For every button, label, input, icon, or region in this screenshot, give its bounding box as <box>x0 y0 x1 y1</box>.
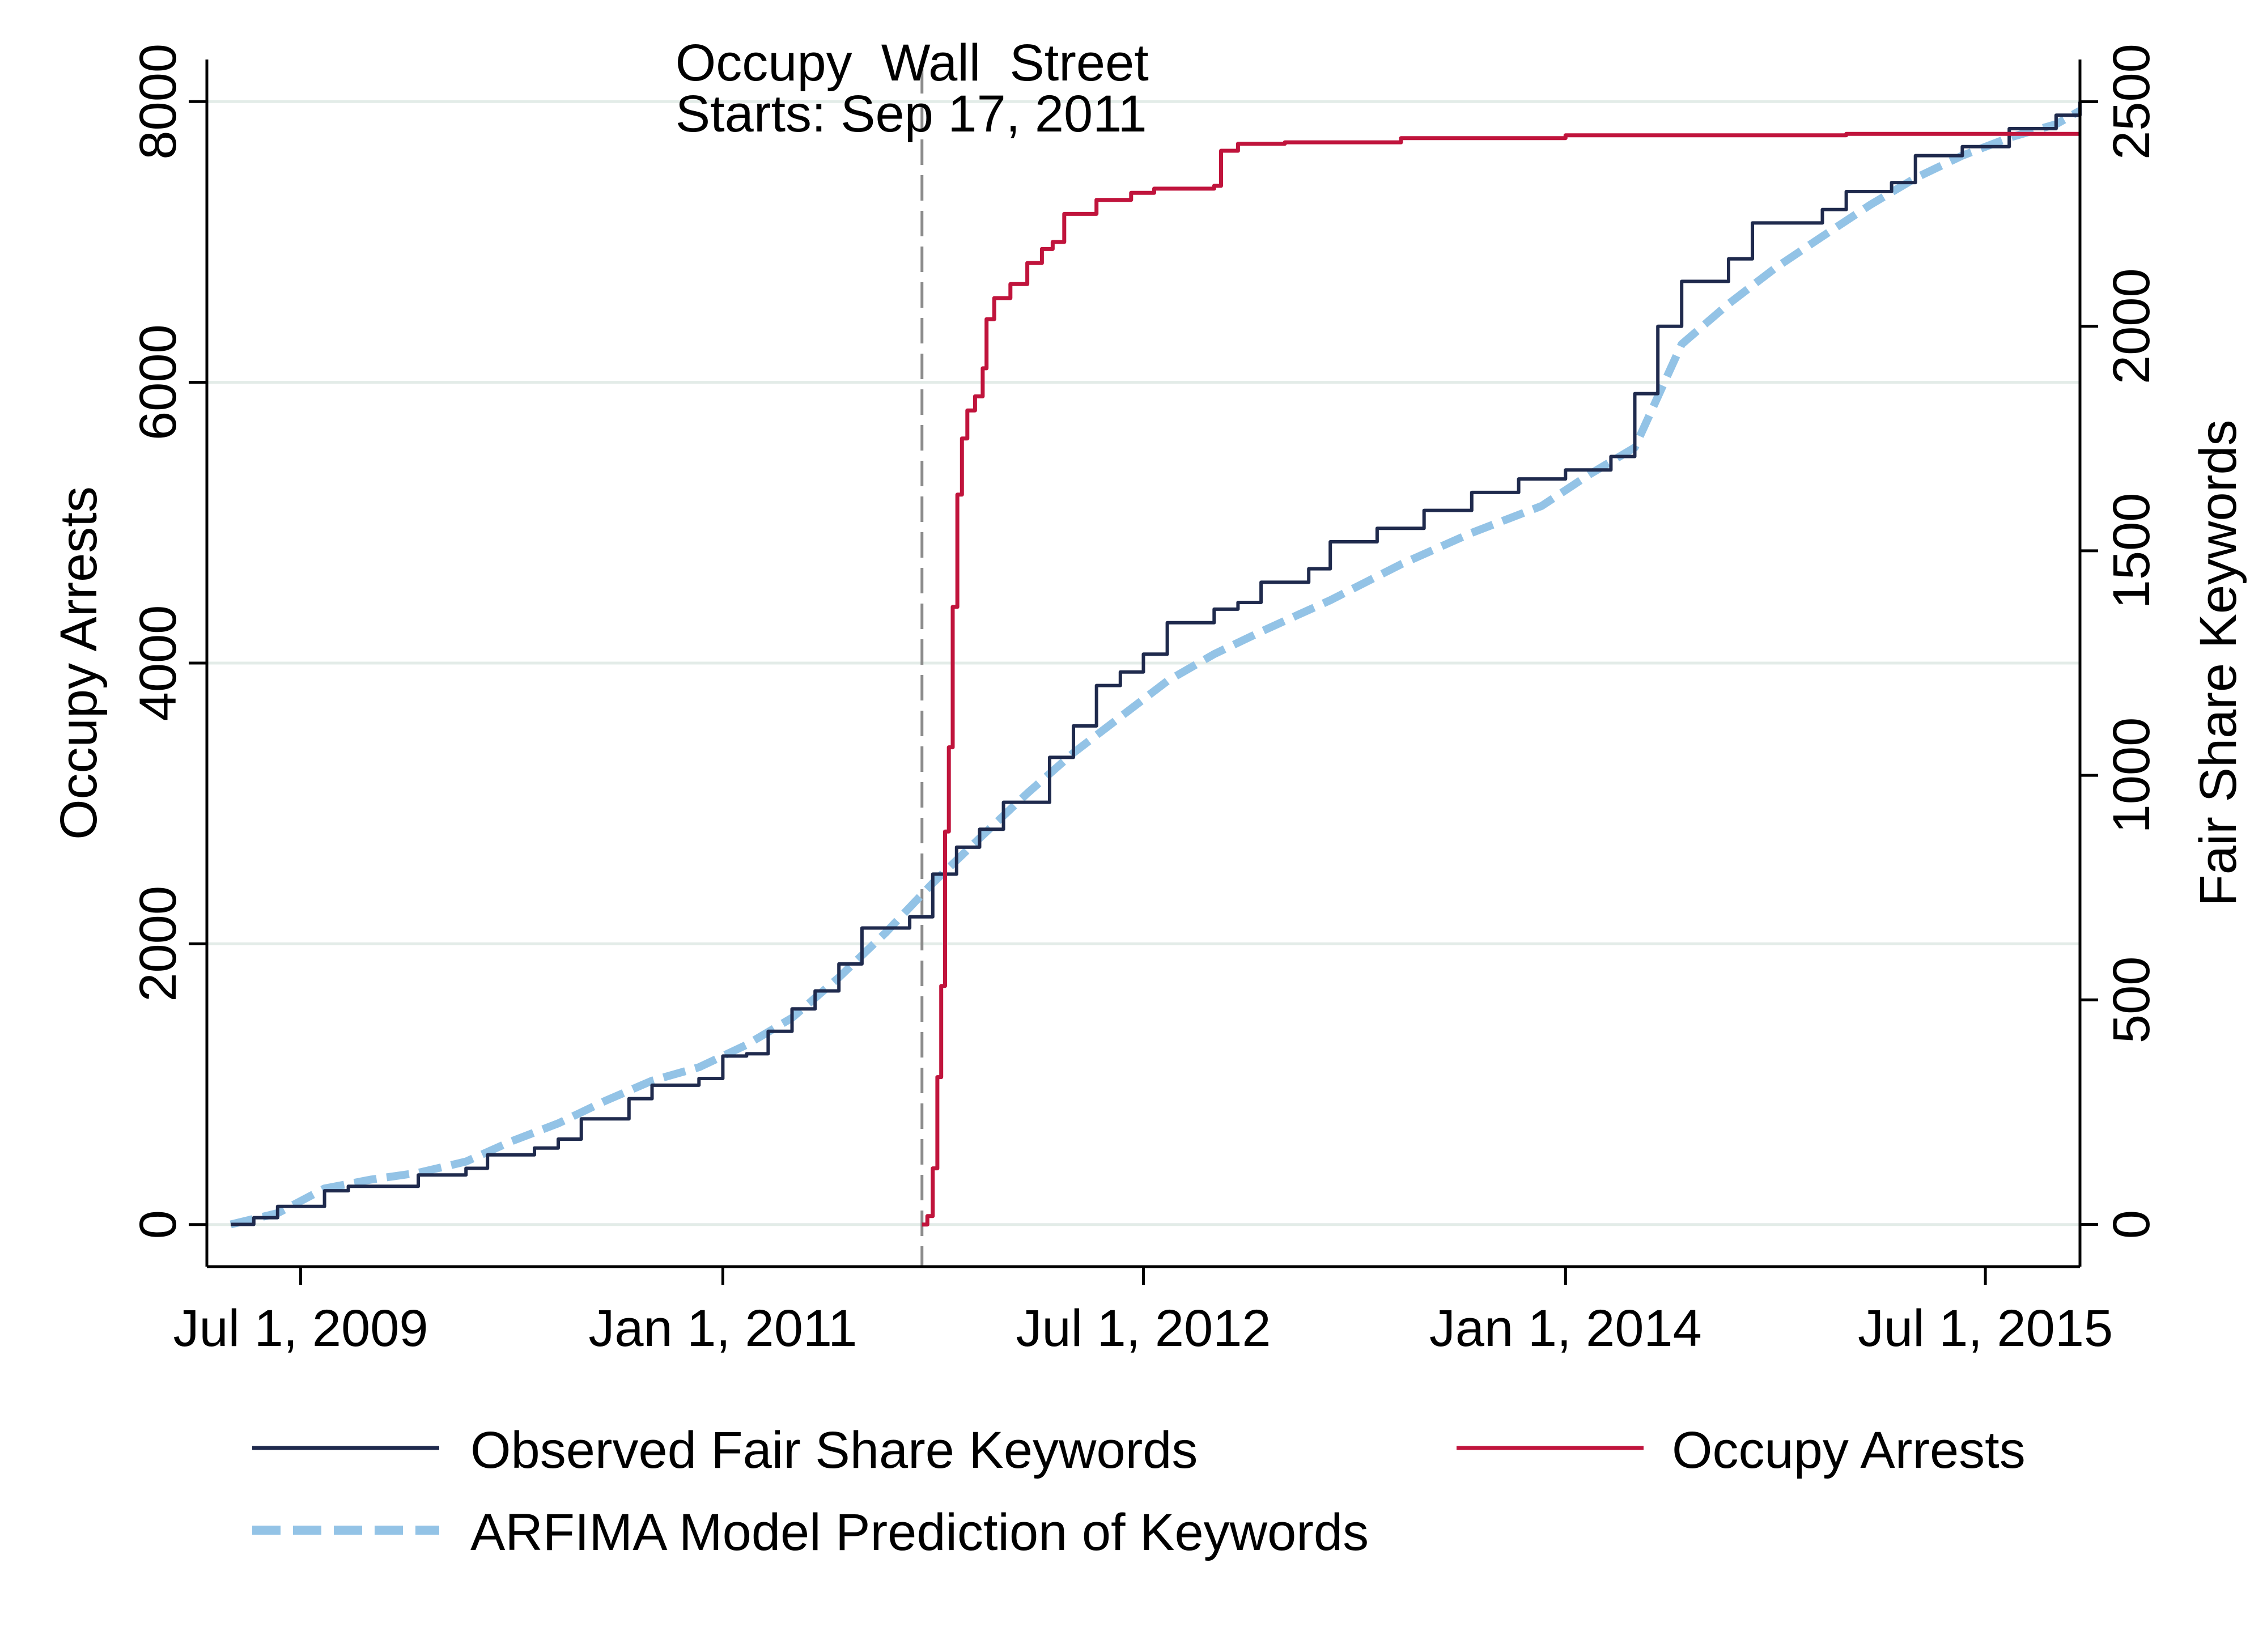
occupy-arrests-line <box>922 131 2080 1227</box>
x-axis-tick-label: Jan 1, 2014 <box>1429 1299 1702 1357</box>
right-axis-tick-label: 2500 <box>2103 44 2160 160</box>
left-axis-tick-label: 0 <box>129 1210 187 1239</box>
legend: Observed Fair Share Keywords Occupy Arre… <box>252 1421 2026 1561</box>
right-axis-tick-label: 1000 <box>2103 717 2160 834</box>
right-axis-tick-label: 500 <box>2103 957 2160 1044</box>
legend-label-observed: Observed Fair Share Keywords <box>470 1421 1198 1479</box>
annotation-title: Occupy Wall Street <box>676 34 1149 92</box>
annotation-date: Starts: Sep 17, 2011 <box>676 85 1147 143</box>
x-axis-tick-label: Jan 1, 2011 <box>588 1299 857 1357</box>
x-axis-tick-label: Jul 1, 2009 <box>173 1299 428 1357</box>
arfima-prediction-line <box>230 107 2082 1229</box>
right-axis-tick-label: 0 <box>2103 1210 2160 1239</box>
left-axis-title: Occupy Arrests <box>50 486 108 840</box>
left-axis-tick-label: 2000 <box>129 886 187 1002</box>
ticks-layer: 0 2000 4000 6000 8000 0 500 1000 1500 2000 2500 Jul… <box>129 44 2160 1357</box>
right-axis-tick-label: 1500 <box>2103 493 2160 609</box>
left-axis-tick-label: 4000 <box>129 605 187 721</box>
right-axis-title: Fair Share Keywords <box>2189 420 2247 907</box>
x-axis-tick-label: Jul 1, 2015 <box>1858 1299 2113 1357</box>
observed-keywords-line <box>231 101 2082 1226</box>
right-axis-tick-label: 2000 <box>2103 268 2160 384</box>
left-axis-tick-label: 8000 <box>129 44 187 160</box>
legend-label-arrests: Occupy Arrests <box>1672 1421 2026 1479</box>
x-axis-tick-label: Jul 1, 2012 <box>1016 1299 1271 1357</box>
series-layer <box>230 101 2082 1229</box>
legend-label-arfima: ARFIMA Model Prediction of Keywords <box>470 1504 1369 1561</box>
left-axis-tick-label: 6000 <box>129 324 187 440</box>
